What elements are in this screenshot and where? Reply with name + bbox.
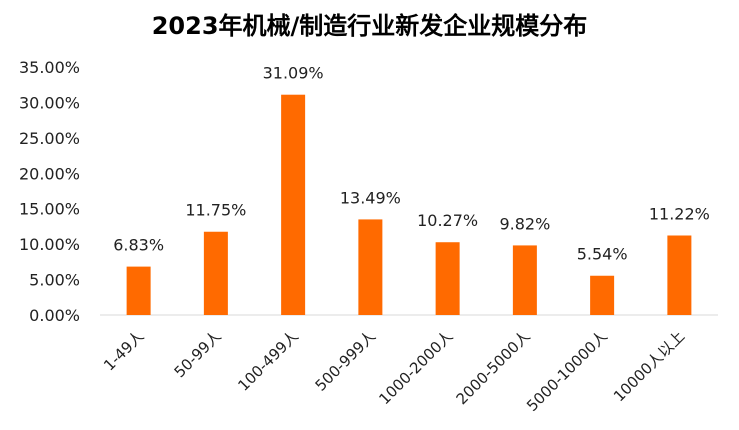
bar [203,231,228,315]
bars [126,94,692,315]
data-labels: 6.83% 11.75% 31.09% 13.49% 10.27% 9.82% 5.54% 1… [113,64,710,264]
y-tick-label: 15.00% [19,200,80,219]
data-label: 6.83% [113,236,164,255]
chart-title: 2023年机械/制造行业新发企业规模分布 [151,12,588,40]
y-tick-label: 30.00% [19,93,80,112]
data-label: 31.09% [263,64,324,83]
category-label: 1000-2000人 [375,327,456,408]
category-labels: 1-49人 50-99人 100-499人 500-999人1000-2000人200… [100,327,688,415]
bar [435,242,460,315]
data-label: 10.27% [417,211,478,230]
data-label: 5.54% [577,245,628,264]
category-label: 500-999人 [312,327,380,395]
bar [358,219,383,315]
y-tick-label: 35.00% [19,58,80,77]
category-label: 50-99人 [171,327,225,381]
y-tick-label: 20.00% [19,164,80,183]
bar [590,275,615,315]
category-label: 100-499人 [234,327,302,395]
data-label: 13.49% [340,188,401,207]
y-axis-ticks: 0.00% 5.00% 10.00% 15.00% 20.00% 25.00% 30.00%… [19,58,80,325]
y-tick-label: 10.00% [19,235,80,254]
category-label: 1-49人 [100,327,147,374]
data-label: 9.82% [499,214,550,233]
bar [667,235,692,315]
category-label: 5000-10000人 [523,327,611,415]
category-label: 10000人以上 [610,327,688,405]
y-tick-label: 25.00% [19,129,80,148]
y-tick-label: 5.00% [29,271,80,290]
category-label: 2000-5000人 [453,327,534,408]
bar [281,94,306,315]
y-tick-label: 0.00% [29,306,80,325]
bar [512,245,537,315]
bar [126,266,151,315]
data-label: 11.75% [185,201,246,220]
data-label: 11.22% [649,204,710,223]
